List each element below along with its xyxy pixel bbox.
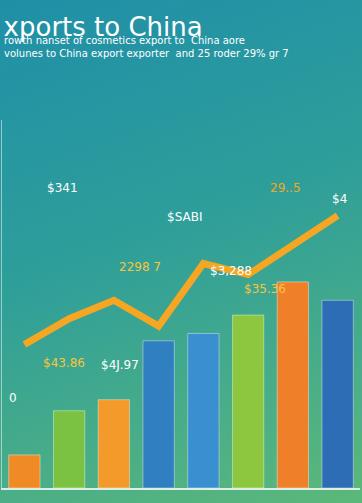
svg-text:$341: $341 — [47, 181, 78, 195]
svg-text:$4: $4 — [332, 192, 347, 206]
svg-text:rowth nanset of cosmetics expo: rowth nanset of cosmetics export to Chin… — [4, 35, 289, 59]
svg-text:$43.86: $43.86 — [43, 356, 85, 370]
svg-text:xports to China: xports to China — [4, 12, 203, 42]
svg-text:29..5: 29..5 — [270, 181, 301, 195]
svg-text:0: 0 — [9, 391, 17, 405]
svg-text:$SABI: $SABI — [167, 210, 202, 224]
svg-text:2298 7: 2298 7 — [119, 260, 161, 274]
svg-text:$4J.97: $4J.97 — [101, 358, 139, 372]
svg-text:$3,288: $3,288 — [210, 264, 252, 278]
svg-text:$35.36: $35.36 — [244, 282, 286, 296]
